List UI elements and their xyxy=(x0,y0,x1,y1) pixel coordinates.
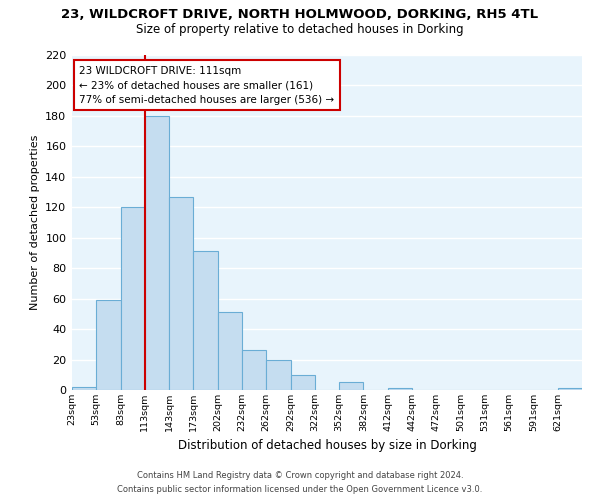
Bar xyxy=(96,300,121,390)
Text: 23, WILDCROFT DRIVE, NORTH HOLMWOOD, DORKING, RH5 4TL: 23, WILDCROFT DRIVE, NORTH HOLMWOOD, DOR… xyxy=(61,8,539,20)
Bar xyxy=(339,382,364,390)
Bar xyxy=(388,388,412,390)
X-axis label: Distribution of detached houses by size in Dorking: Distribution of detached houses by size … xyxy=(178,440,476,452)
Text: Size of property relative to detached houses in Dorking: Size of property relative to detached ho… xyxy=(136,22,464,36)
Bar xyxy=(145,116,169,390)
Bar xyxy=(193,252,218,390)
Bar xyxy=(218,312,242,390)
Bar xyxy=(121,208,145,390)
Bar xyxy=(558,388,582,390)
Bar xyxy=(72,387,96,390)
Text: 23 WILDCROFT DRIVE: 111sqm
← 23% of detached houses are smaller (161)
77% of sem: 23 WILDCROFT DRIVE: 111sqm ← 23% of deta… xyxy=(79,66,334,106)
Bar xyxy=(290,375,315,390)
Bar xyxy=(266,360,290,390)
Text: Contains HM Land Registry data © Crown copyright and database right 2024.
Contai: Contains HM Land Registry data © Crown c… xyxy=(118,472,482,494)
Bar xyxy=(242,350,266,390)
Y-axis label: Number of detached properties: Number of detached properties xyxy=(29,135,40,310)
Bar xyxy=(169,196,193,390)
